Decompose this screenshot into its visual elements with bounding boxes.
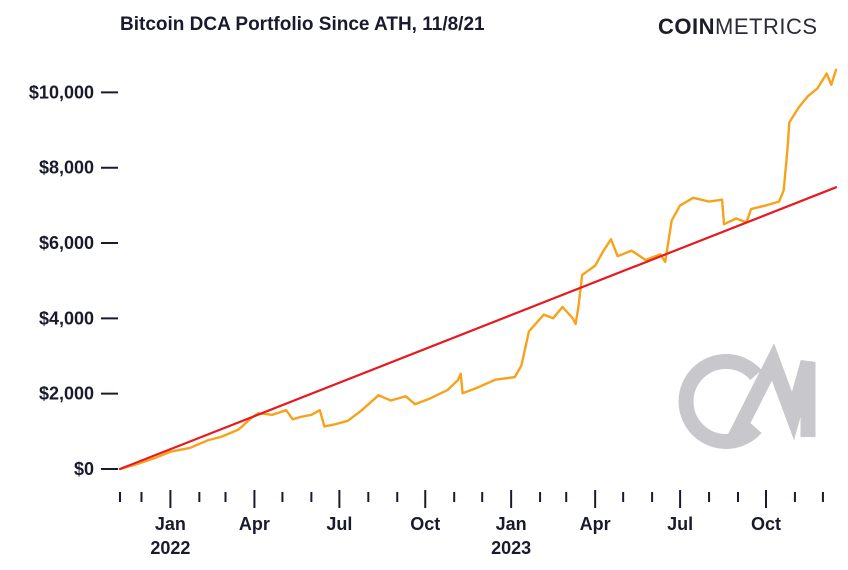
portfolio-series-line: [118, 68, 838, 471]
watermark-c-shape: [678, 354, 762, 449]
y-tick-label: $4,000: [39, 308, 94, 328]
y-tick-label: $10,000: [29, 82, 94, 102]
logo-light-text: METRICS: [715, 14, 818, 39]
x-axis: Jan 2022 Apr Jul Oct Jan 2023 Apr Jul Oct: [119, 490, 824, 558]
x-tick-label: Oct: [410, 514, 440, 534]
invested-series-line: [118, 186, 838, 471]
y-tick-label: $8,000: [39, 158, 94, 178]
x-tick-label: Jan: [155, 514, 186, 534]
watermark-cm-logo: [678, 343, 816, 449]
x-tick-label: Apr: [580, 514, 611, 534]
x-tick-label: Oct: [751, 514, 781, 534]
x-tick-label: Apr: [239, 514, 270, 534]
coinmetrics-logo: COINMETRICS: [658, 14, 818, 40]
x-tick-label: Jan: [496, 514, 527, 534]
logo-bold-text: COIN: [658, 14, 715, 39]
plot-area: [118, 68, 838, 471]
watermark-m-shape: [728, 343, 816, 441]
x-tick-label: Jul: [667, 514, 693, 534]
y-tick-label: $0: [74, 459, 94, 479]
chart-title: Bitcoin DCA Portfolio Since ATH, 11/8/21: [120, 14, 485, 35]
y-tick-label: $6,000: [39, 233, 94, 253]
x-tick-year-label: 2022: [150, 538, 190, 558]
y-tick-label: $2,000: [39, 384, 94, 404]
x-tick-year-label: 2023: [491, 538, 531, 558]
x-tick-label: Jul: [326, 514, 352, 534]
y-axis: $0 $2,000 $4,000 $6,000 $8,000 $10,000: [29, 82, 118, 479]
